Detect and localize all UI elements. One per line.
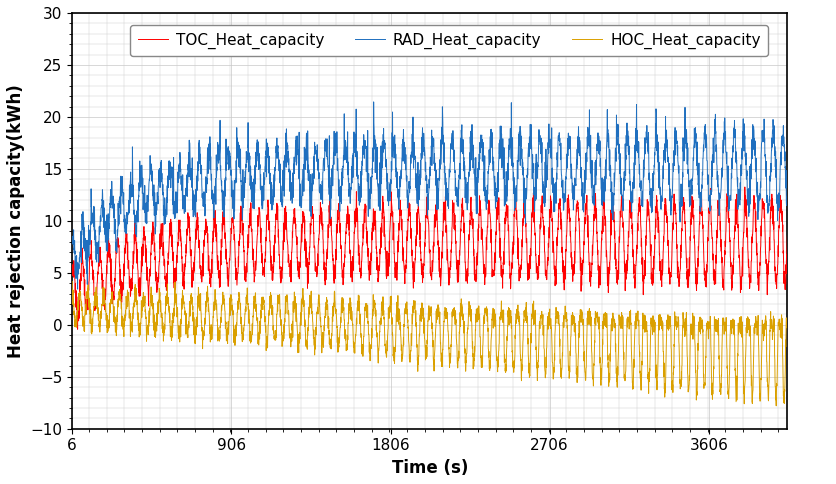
RAD_Heat_capacity [67,234,77,240]
RAD_Heat_capacity [368,99,378,105]
RAD_Heat_capacity [221,174,231,180]
TOC_Heat_capacity [67,262,77,268]
RAD_Heat_capacity [73,286,83,292]
TOC_Heat_capacity [782,233,792,239]
HOC_Heat_capacity [782,318,792,324]
TOC_Heat_capacity [739,184,749,190]
X-axis label: Time (s): Time (s) [391,459,467,477]
TOC_Heat_capacity [714,197,724,203]
Y-axis label: Heat rejection capacity(kWh): Heat rejection capacity(kWh) [7,84,25,358]
HOC_Heat_capacity [781,325,791,331]
RAD_Heat_capacity [499,182,509,188]
Line: TOC_Heat_capacity: TOC_Heat_capacity [72,187,787,329]
Legend: TOC_Heat_capacity, RAD_Heat_capacity, HOC_Heat_capacity: TOC_Heat_capacity, RAD_Heat_capacity, HO… [130,25,767,56]
TOC_Heat_capacity [499,232,509,238]
Line: HOC_Heat_capacity: HOC_Heat_capacity [72,281,787,406]
RAD_Heat_capacity [782,193,792,199]
RAD_Heat_capacity [267,206,277,212]
TOC_Heat_capacity [221,240,231,245]
RAD_Heat_capacity [512,160,522,166]
HOC_Heat_capacity [267,312,277,318]
HOC_Heat_capacity [512,312,522,318]
RAD_Heat_capacity [781,200,791,206]
HOC_Heat_capacity [770,403,780,408]
Line: RAD_Heat_capacity: RAD_Heat_capacity [72,102,787,289]
TOC_Heat_capacity [73,326,83,332]
HOC_Heat_capacity [67,278,77,284]
HOC_Heat_capacity [220,326,230,332]
HOC_Heat_capacity [499,351,509,357]
TOC_Heat_capacity [781,242,791,247]
TOC_Heat_capacity [267,276,277,282]
HOC_Heat_capacity [713,371,723,377]
TOC_Heat_capacity [512,224,522,229]
RAD_Heat_capacity [714,193,724,199]
